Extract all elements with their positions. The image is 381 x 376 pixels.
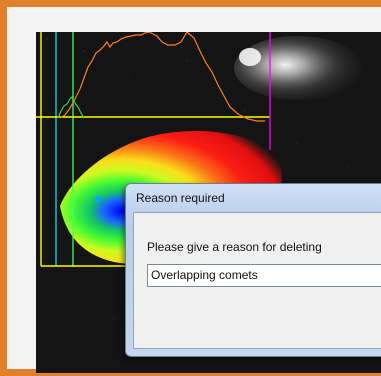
reason-prompt: Please give a reason for deleting [147,240,322,254]
reason-input[interactable]: Overlapping comets [147,264,381,287]
orange-profile-curve [59,32,265,122]
reason-required-dialog: Reason required Please give a reason for… [125,183,381,357]
dialog-body: Please give a reason for deleting Overla… [133,212,381,349]
faint-comet-right [234,36,362,100]
dialog-title: Reason required [136,191,225,205]
green-profile-curve [57,95,85,119]
